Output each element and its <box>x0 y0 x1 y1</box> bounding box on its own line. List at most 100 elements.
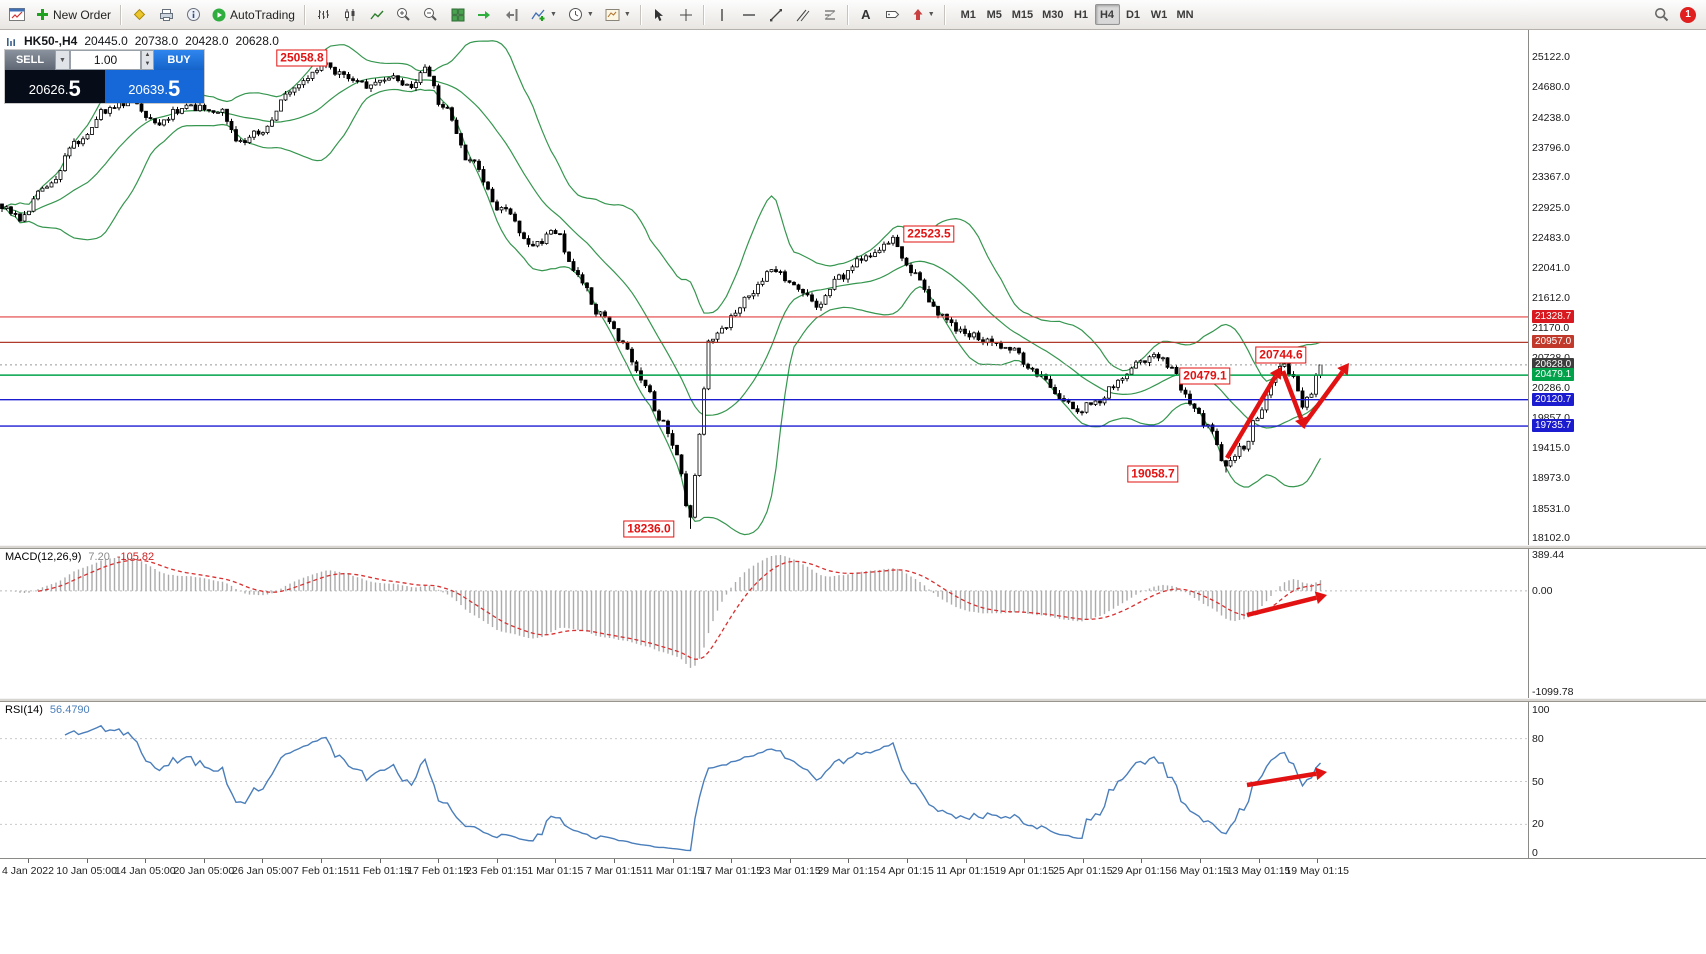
axis-tick-label: 23367.0 <box>1532 171 1570 184</box>
sell-price-display[interactable]: 20626. 5 <box>5 70 105 103</box>
rsi-indicator-panel[interactable]: RSI(14) 56.4790 <box>0 702 1528 858</box>
zoom-out-icon <box>424 8 438 21</box>
macd-name: MACD(12,26,9) <box>5 551 82 563</box>
axis-tick-label: 18973.0 <box>1532 472 1570 485</box>
timeframe-h4-button[interactable]: H4 <box>1094 4 1120 25</box>
timeframe-mn-button[interactable]: MN <box>1173 4 1198 25</box>
timeframe-m1-button[interactable]: M1 <box>956 4 981 25</box>
rsi-chart <box>0 724 1528 852</box>
axis-tick-label: 100 <box>1532 704 1550 716</box>
autotrading-button[interactable]: AutoTrading <box>207 3 300 27</box>
timeframe-m5-button[interactable]: M5 <box>982 4 1007 25</box>
timeframe-m30-button[interactable]: M30 <box>1038 4 1067 25</box>
price-axis-marker: 20957.0 <box>1532 335 1575 349</box>
search-icon <box>1654 7 1668 22</box>
time-axis-tick <box>731 859 733 863</box>
sell-button[interactable]: SELL <box>5 50 55 70</box>
chart-shift-icon <box>506 8 518 21</box>
axis-tick-label: 22041.0 <box>1532 262 1570 275</box>
fibonacci-tool-button[interactable] <box>817 3 843 27</box>
time-axis-label: 17 Feb 01:15 <box>407 865 470 877</box>
axis-tick-label: 18531.0 <box>1532 502 1570 515</box>
line-chart-mode-button[interactable] <box>364 3 390 27</box>
text-label-tool-button[interactable] <box>880 3 906 27</box>
time-axis-label: 23 Feb 01:15 <box>465 865 528 877</box>
buy-price-big-digit: 5 <box>168 76 181 101</box>
time-axis-tick <box>1317 859 1319 863</box>
text-tool-button[interactable]: A <box>853 3 879 27</box>
time-axis-label: 23 Mar 01:15 <box>758 865 821 877</box>
zoom-out-button[interactable] <box>418 3 444 27</box>
templates-dropdown-button[interactable]: ▼ <box>600 3 636 27</box>
print-icon <box>159 8 173 21</box>
new-chart-window-button[interactable] <box>4 3 30 27</box>
price-axis[interactable]: 25122.0 24680.0 24238.0 23796.0 23367.0 22925… <box>1528 30 1706 880</box>
timeframe-w1-button[interactable]: W1 <box>1147 4 1172 25</box>
macd-indicator-panel[interactable]: MACD(12,26,9) 7.20 -105.82 <box>0 549 1528 698</box>
tile-windows-icon <box>451 8 465 21</box>
new-order-button[interactable]: New Order <box>31 3 116 27</box>
time-axis-tick <box>379 859 381 863</box>
timeframe-d1-button[interactable]: D1 <box>1121 4 1146 25</box>
axis-tick-label: 0 <box>1532 847 1538 859</box>
panel-splitter[interactable] <box>0 545 1706 549</box>
channel-tool-button[interactable] <box>790 3 816 27</box>
time-axis-label: 14 Jan 05:00 <box>114 865 176 877</box>
time-axis-label: 10 Jan 05:00 <box>56 865 117 877</box>
metaeditor-icon <box>133 8 145 21</box>
spinner-down-icon: ▼ <box>144 61 151 67</box>
indicators-dropdown-button[interactable]: ▼ <box>526 3 562 27</box>
channel-icon <box>796 9 810 21</box>
crosshair-tool-button[interactable] <box>673 3 699 27</box>
notification-badge[interactable]: 1 <box>1680 6 1696 23</box>
line-chart-icon <box>370 10 384 19</box>
time-axis-label: 7 Mar 01:15 <box>585 865 643 877</box>
axis-tick-label: 80 <box>1532 732 1544 745</box>
metaeditor-button[interactable] <box>126 3 152 27</box>
volume-dropdown-button[interactable]: ▼ <box>55 50 70 70</box>
trendline-tool-button[interactable] <box>763 3 789 27</box>
axis-tick-label: 18102.0 <box>1532 532 1570 544</box>
time-axis-tick <box>496 859 498 863</box>
time-axis-tick <box>907 859 908 863</box>
trend-arrow <box>1300 363 1349 429</box>
time-axis-label: 13 May 01:15 <box>1226 865 1291 877</box>
timeframe-m15-button[interactable]: M15 <box>1008 4 1037 25</box>
toolbar-separator <box>120 4 123 25</box>
price-chart-panel[interactable]: HK50-,H4 20445.0 20738.0 20428.0 20628.0… <box>0 30 1528 545</box>
periods-dropdown-button[interactable]: ▼ <box>563 3 599 27</box>
zoom-in-button[interactable] <box>391 3 417 27</box>
arrow-objects-button[interactable]: ▼ <box>907 3 940 27</box>
print-button[interactable] <box>153 3 179 27</box>
template-icon <box>605 8 620 21</box>
buy-price-display[interactable]: 20639. 5 <box>104 70 204 103</box>
panel-splitter[interactable] <box>0 698 1706 702</box>
price-axis-marker: 21328.7 <box>1532 309 1575 323</box>
cursor-tool-button[interactable] <box>646 3 672 27</box>
tile-windows-button[interactable] <box>445 3 471 27</box>
horizontal-line-icon <box>742 13 755 16</box>
buy-button[interactable]: BUY <box>154 50 204 70</box>
auto-scroll-button[interactable] <box>472 3 498 27</box>
volume-input[interactable]: 1.00 <box>70 50 141 70</box>
candlestick-mode-button[interactable] <box>337 3 363 27</box>
timeframe-h1-button[interactable]: H1 <box>1069 4 1094 25</box>
zoom-in-icon <box>397 8 411 21</box>
search-button[interactable] <box>1648 3 1674 27</box>
time-axis-tick <box>848 859 850 863</box>
time-axis[interactable]: 4 Jan 2022 10 Jan 05:00 14 Jan 05:00 20 Jan… <box>0 858 1706 880</box>
volume-spinner[interactable]: ▲ ▼ <box>141 50 154 70</box>
macd-signal-value: -105.82 <box>116 551 155 563</box>
data-window-icon <box>186 8 200 21</box>
horizontal-line-tool-button[interactable] <box>736 3 762 27</box>
bar-chart-mode-button[interactable] <box>310 3 336 27</box>
chart-symbol-icon <box>7 37 15 46</box>
autotrading-play-icon <box>212 8 226 21</box>
macd-chart <box>0 555 1528 668</box>
chart-shift-button[interactable] <box>499 3 525 27</box>
bb-upper <box>1 40 1321 382</box>
toolbar-separator <box>303 4 306 25</box>
vertical-line-tool-button[interactable] <box>709 3 735 27</box>
time-axis-tick <box>203 859 205 863</box>
data-window-button[interactable] <box>180 3 206 27</box>
